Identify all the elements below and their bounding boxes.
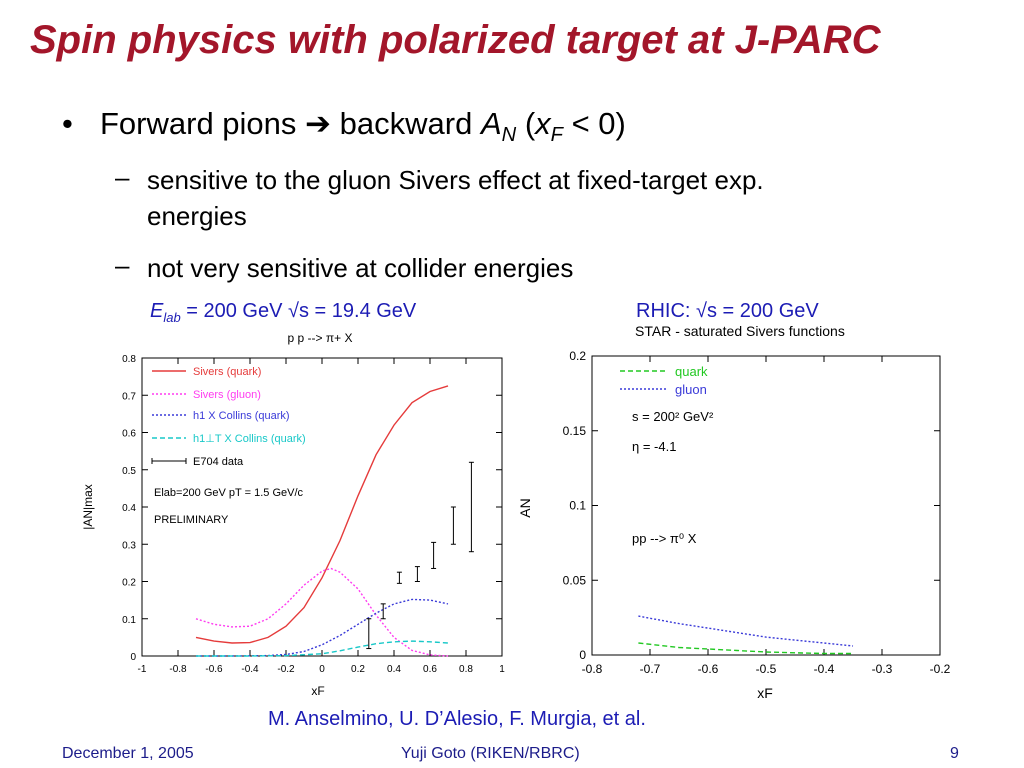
x-tick-label: 0.6	[423, 664, 437, 675]
chart-title: STAR - saturated Sivers functions	[635, 323, 845, 339]
series-line	[195, 385, 449, 644]
series-line	[638, 615, 854, 647]
y-tick-label: 0.7	[122, 391, 136, 402]
x-axis-label: xF	[757, 685, 773, 701]
xf-subscript: F	[550, 124, 563, 147]
legend-label: Sivers (gluon)	[193, 389, 261, 401]
x-axis-label: xF	[311, 684, 324, 698]
series-line	[195, 567, 449, 657]
credit-line: M. Anselmino, U. D’Alesio, F. Murgia, et…	[268, 708, 646, 730]
x-tick-label: -1	[138, 664, 147, 675]
x-tick-label: -0.6	[205, 664, 223, 675]
dash-marker: –	[115, 162, 130, 192]
bullet-text-a: Forward pions	[100, 106, 297, 141]
y-tick-label: 0.3	[122, 540, 136, 551]
sub-bullet-1-line2: energies	[147, 201, 247, 231]
series-line	[638, 642, 853, 655]
slide-title: Spin physics with polarized target at J-…	[30, 18, 881, 62]
annotation-energy: s = 200² GeV²	[632, 409, 714, 424]
x-tick-label: 0.8	[459, 664, 473, 675]
y-tick-label: 0.2	[122, 578, 136, 589]
legend-label: gluon	[675, 382, 707, 397]
legend-label: quark	[675, 364, 708, 379]
x-tick-label: 0	[319, 664, 325, 675]
y-tick-label: 0.1	[569, 499, 586, 513]
paren-open: (	[524, 106, 536, 141]
left-plot-caption: Elab = 200 GeV √s = 19.4 GeV	[150, 300, 416, 325]
bullet-text: Forward pions ➔ backward AN (xF < 0)	[100, 106, 626, 147]
x-tick-label: -0.2	[930, 662, 950, 676]
bullet-marker: •	[62, 106, 73, 141]
x-tick-label: -0.8	[169, 664, 187, 675]
y-tick-label: 0.2	[569, 349, 586, 363]
legend-label: h1 X Collins (quark)	[193, 410, 290, 422]
x-tick-label: -0.7	[640, 662, 661, 676]
annotation-preliminary: PRELIMINARY	[154, 514, 229, 526]
x-tick-label: -0.2	[277, 664, 295, 675]
sub-bullet-2-text: not very sensitive at collider energies	[147, 253, 574, 283]
footer-page-number: 9	[950, 745, 959, 762]
legend-label: E704 data	[193, 456, 244, 468]
elab-subscript: lab	[163, 310, 181, 325]
right-chart: -0.8 -0.7 -0.6 -0.5 -0.4 -0.3 -0.2 0 0.05 0.1 0.15…	[517, 323, 950, 701]
left-chart: -1 -0.8 -0.6 -0.4 -0.2 0 0.2 0.4 0.6 0.8 1 0 0.1 0.2 0…	[81, 331, 505, 698]
x-tick-label: -0.8	[582, 662, 603, 676]
footer-author: Yuji Goto (RIKEN/RBRC)	[401, 745, 580, 762]
legend-label: Sivers (quark)	[193, 366, 261, 378]
sub-bullet-1-text: sensitive to the gluon Sivers effect at …	[147, 162, 764, 234]
arrow-icon: ➔	[305, 106, 332, 141]
footer-date: December 1, 2005	[62, 745, 194, 762]
series-line	[196, 598, 449, 657]
plot-frame	[141, 357, 503, 657]
dash-marker: –	[115, 250, 130, 280]
y-tick-label: 0	[130, 652, 136, 663]
x-tick-label: -0.6	[698, 662, 719, 676]
x-tick-label: -0.5	[756, 662, 777, 676]
annotation-eta: η = -4.1	[632, 439, 676, 454]
x-tick-label: 0.4	[387, 664, 401, 675]
annotation-process: pp --> π⁰ X	[632, 531, 697, 546]
right-plot-caption: RHIC: √s = 200 GeV	[636, 300, 819, 322]
annotation-kinematics: Elab=200 GeV pT = 1.5 GeV/c	[154, 487, 304, 499]
bullet-text-b: backward	[339, 106, 473, 141]
y-axis-label: AN	[517, 498, 533, 517]
x-tick-label: 0.2	[351, 664, 365, 675]
elab-symbol: E	[150, 300, 164, 322]
plot-frame	[591, 355, 941, 656]
y-axis-label: |AN|max	[81, 484, 95, 530]
y-tick-label: 0.15	[563, 424, 587, 438]
x-tick-label: -0.4	[814, 662, 835, 676]
x-tick-label: -0.3	[872, 662, 893, 676]
left-caption-text: = 200 GeV √s = 19.4 GeV	[180, 300, 417, 322]
x-tick-label: 1	[499, 664, 505, 675]
bullet-condition: < 0)	[571, 106, 626, 141]
x-tick-label: -0.4	[241, 664, 259, 675]
sub-bullet-1-line1: sensitive to the gluon Sivers effect at …	[147, 165, 764, 195]
y-tick-label: 0.8	[122, 354, 136, 365]
an-subscript: N	[501, 124, 517, 147]
xf-symbol: x	[535, 106, 551, 141]
chart-title: p p --> π+ X	[288, 331, 353, 345]
y-tick-label: 0.5	[122, 466, 136, 477]
y-tick-label: 0.1	[122, 615, 136, 626]
y-tick-label: 0.05	[563, 573, 587, 587]
series-line	[196, 640, 449, 657]
y-tick-label: 0	[579, 648, 586, 662]
an-symbol: A	[480, 106, 502, 141]
y-tick-label: 0.4	[122, 503, 136, 514]
y-tick-label: 0.6	[122, 429, 136, 440]
legend-label: h1⊥T X Collins (quark)	[193, 433, 306, 445]
